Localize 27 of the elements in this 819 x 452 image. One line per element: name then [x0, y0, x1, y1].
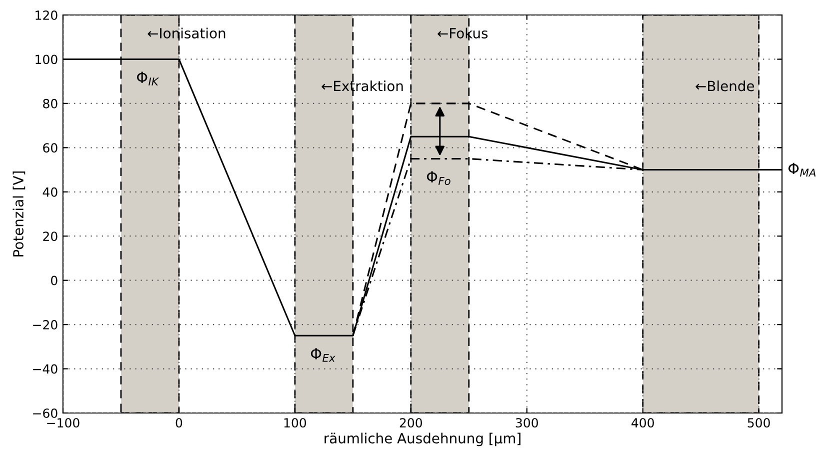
y-tick-label: −60: [33, 408, 58, 418]
y-tick-label: 80: [43, 98, 58, 108]
x-tick-label: 400: [632, 418, 654, 428]
annotation: Φ$_{MA}$: [788, 162, 816, 176]
x-tick-label: 200: [400, 418, 422, 428]
x-tick-label: 0: [176, 418, 182, 428]
y-tick-label: −20: [33, 320, 58, 330]
annotation: Φ$_{Fo}$: [426, 171, 450, 186]
x-tick-label: 100: [284, 418, 306, 428]
x-tick-label: −100: [47, 418, 80, 428]
y-tick-label: 0: [51, 276, 58, 286]
y-tick-label: 120: [36, 10, 58, 20]
band-label: ←Blende: [696, 80, 754, 92]
y-tick-label: 20: [43, 232, 58, 242]
band-label: ←Ionisation: [148, 28, 226, 38]
y-tick-label: 100: [36, 54, 58, 64]
x-axis-title: räumliche Ausdehnung [µm]: [324, 432, 520, 446]
x-tick-label: 300: [516, 418, 538, 428]
x-tick-label: 500: [748, 418, 770, 428]
band-label: ←Extraktion: [322, 80, 403, 92]
y-tick-label: 60: [43, 143, 58, 153]
y-axis-title: Potenzial [V]: [12, 171, 26, 256]
annotation: Φ$_{Ex}$: [310, 348, 336, 362]
y-tick-label: 40: [42, 187, 58, 197]
annotation: Φ$_{IK}$: [136, 72, 160, 86]
band-label: ←Fokus: [438, 28, 488, 38]
y-tick-label: −40: [33, 364, 58, 374]
